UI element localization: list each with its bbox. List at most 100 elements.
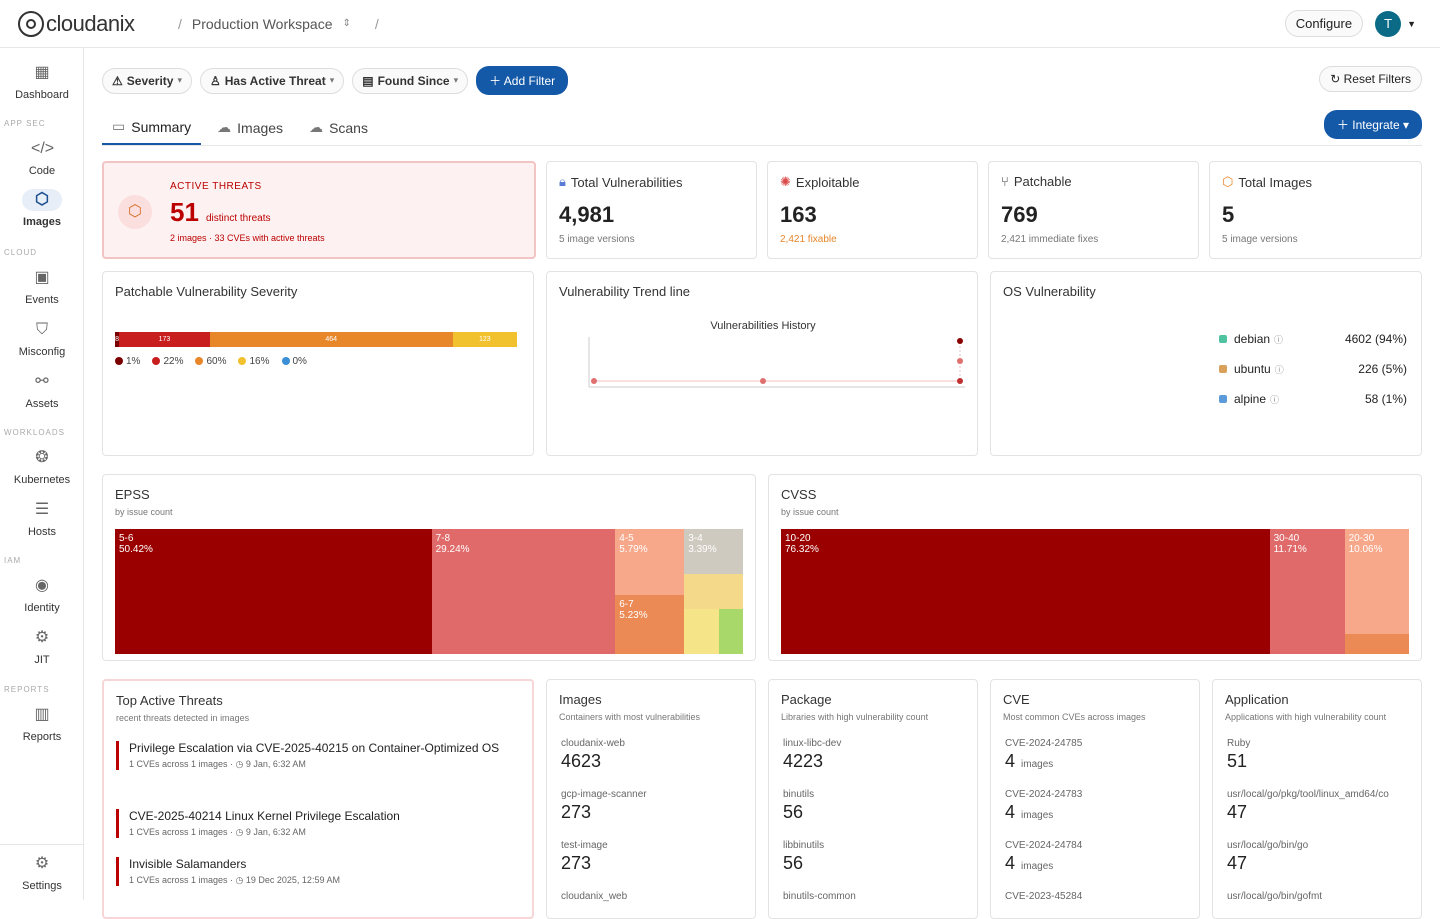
section-reports: REPORTS <box>4 685 50 694</box>
shield-icon: ⛉ <box>35 321 48 338</box>
list-item[interactable]: CVE-2023-45284 <box>1005 891 1195 904</box>
info-icon[interactable]: ⓘ <box>1270 394 1280 405</box>
workspace-selector[interactable]: Production Workspace <box>191 15 333 32</box>
list-item[interactable]: usr/local/go/bin/go 47 <box>1227 840 1417 874</box>
tab-images[interactable]: ☁ Images <box>217 119 284 136</box>
sidebar-item-hosts[interactable]: ☰ Hosts <box>27 501 57 538</box>
chevron-updown-icon[interactable]: ⇕ <box>342 18 351 29</box>
trend-point <box>957 358 963 364</box>
sidebar-item-reports[interactable]: ▥ Reports <box>22 706 62 743</box>
list-item[interactable]: cloudanix_web <box>561 891 751 904</box>
treemap-cell[interactable]: 6-7 5.23% <box>615 594 685 654</box>
gear-icon: ⚙ <box>34 855 50 872</box>
treemap-cell[interactable] <box>684 609 720 654</box>
legend-item: 16% <box>238 356 270 367</box>
severity-bar: 8 173 464 123 <box>115 332 517 347</box>
info-icon[interactable]: ⓘ <box>1274 364 1284 375</box>
active-threats-value: 51 <box>170 197 199 227</box>
list-item[interactable]: CVE-2024-24785 4 images <box>1005 738 1195 772</box>
os-name: ubuntu <box>1234 362 1271 376</box>
sidebar-item-kubernetes[interactable]: ❂ Kubernetes <box>13 449 71 486</box>
sidebar-item-images[interactable]: ⬡ Images <box>22 189 62 228</box>
legend-item: 1% <box>115 356 140 367</box>
active-threats-sub: 2 images · 33 CVEs with active threats <box>170 233 325 243</box>
total-images-card[interactable]: ⬡ Total Images 5 5 image versions <box>1209 161 1422 259</box>
severity-segment[interactable]: 173 <box>119 332 210 347</box>
os-row[interactable]: alpine ⓘ 58 (1%) <box>1219 384 1407 414</box>
card-title: CVSS <box>781 487 817 502</box>
list-item-label: libbinutils <box>783 840 825 851</box>
treemap-cell[interactable] <box>684 574 743 609</box>
threat-item[interactable]: Privilege Escalation via CVE-2025-40215 … <box>116 741 506 770</box>
treemap-cell[interactable]: 7-8 29.24% <box>431 529 616 654</box>
sidebar-item-identity[interactable]: ◉ Identity <box>24 577 60 614</box>
list-item[interactable]: test-image 273 <box>561 840 751 874</box>
severity-segment[interactable]: 8 <box>115 332 120 347</box>
list-item[interactable]: binutils-common <box>783 891 973 904</box>
logo[interactable]: cloudanix <box>18 10 168 37</box>
active-threat-filter[interactable]: ♙ Has Active Threat ▾ <box>200 67 345 94</box>
active-threats-card[interactable]: ⬡ ACTIVE THREATS 51 distinct threats 2 i… <box>102 161 536 259</box>
list-item[interactable]: gcp-image-scanner 273 <box>561 789 751 823</box>
tab-scans[interactable]: ☁ Scans <box>309 119 368 136</box>
list-item[interactable]: CVE-2024-24783 4 images <box>1005 789 1195 823</box>
sidebar-item-jit[interactable]: ⚙ JIT <box>0 627 84 666</box>
threat-item[interactable]: Invisible Salamanders 1 CVEs across 1 ima… <box>116 857 506 886</box>
list-item[interactable]: CVE-2024-24784 4 images <box>1005 840 1195 874</box>
treemap-cell[interactable]: 30-40 11.71% <box>1269 529 1345 654</box>
sidebar-item-misconfig[interactable]: ⛉ Misconfig <box>18 321 66 358</box>
active-threats-unit: distinct threats <box>206 213 271 224</box>
list-item-value: 47 <box>1227 802 1248 822</box>
add-filter-button[interactable]: ＋ Add Filter <box>476 66 569 95</box>
treemap-cell[interactable]: 5-6 50.42% <box>115 529 432 654</box>
info-icon[interactable]: ⓘ <box>1274 334 1284 345</box>
configure-button[interactable]: Configure <box>1284 10 1364 37</box>
list-item[interactable]: binutils 56 <box>783 789 973 823</box>
os-row[interactable]: debian ⓘ 4602 (94%) <box>1219 324 1407 354</box>
sidebar-item-settings[interactable]: ⚙ Settings <box>22 855 62 892</box>
os-row[interactable]: ubuntu ⓘ 226 (5%) <box>1219 354 1407 384</box>
treemap-cell[interactable]: 10-20 76.32% <box>781 529 1270 654</box>
card-subtitle: Containers with most vulnerabilities <box>559 712 701 722</box>
treemap-cell[interactable]: 3-4 3.39% <box>684 529 743 574</box>
treemap-cell[interactable] <box>719 609 743 654</box>
treemap-cell[interactable] <box>1344 634 1409 654</box>
integrate-button[interactable]: ＋ Integrate ▾ <box>1323 110 1422 139</box>
chevron-down-icon[interactable]: ▼ <box>1407 18 1416 29</box>
patchable-card[interactable]: ⑂ Patchable 769 2,421 immediate fixes <box>988 161 1199 259</box>
section-iam: IAM <box>4 556 22 565</box>
list-item-value: 51 <box>1227 751 1248 771</box>
treemap-cell[interactable]: 20-30 10.06% <box>1344 529 1409 634</box>
severity-filter[interactable]: ⚠ Severity ▾ <box>102 67 192 94</box>
list-item[interactable]: cloudanix-web 4623 <box>561 738 751 772</box>
list-item[interactable]: libbinutils 56 <box>783 840 973 874</box>
trend-point <box>957 338 963 344</box>
severity-segment[interactable]: 123 <box>452 332 517 347</box>
found-since-filter[interactable]: ▤ Found Since ▾ <box>352 67 469 94</box>
sidebar-item-code[interactable]: </> Code <box>28 140 56 177</box>
exploitable-card[interactable]: ✺ Exploitable 163 2,421 fixable <box>767 161 978 259</box>
card-title: EPSS <box>115 487 150 502</box>
card-title: CVE <box>1003 692 1030 707</box>
warning-icon: ⚠ <box>112 73 123 88</box>
severity-segment[interactable]: 464 <box>209 332 453 347</box>
treemap-cell[interactable]: 4-5 5.79% <box>615 529 685 595</box>
reset-filters-button[interactable]: ↻ Reset Filters <box>1319 66 1422 92</box>
list-item-label: usr/local/go/bin/gofmt <box>1227 891 1323 902</box>
bug-icon: ✺ <box>780 174 791 189</box>
sidebar-item-assets[interactable]: ⚯ Assets <box>25 373 59 410</box>
avatar[interactable]: T <box>1375 10 1402 37</box>
list-item[interactable]: usr/local/go/pkg/tool/linux_amd64/co 47 <box>1227 789 1417 823</box>
list-item[interactable]: Ruby 51 <box>1227 738 1417 772</box>
total-vulns-card[interactable]: 🔒︎ Total Vulnerabilities 4,981 5 image ve… <box>546 161 757 259</box>
sidebar-item-events[interactable]: ▣ Events <box>25 269 59 306</box>
tab-summary[interactable]: ▭ Summary <box>102 110 202 145</box>
threat-item[interactable]: CVE-2025-40214 Linux Kernel Privilege Es… <box>116 809 506 838</box>
os-value: 226 (5%) <box>1358 362 1407 376</box>
list-item[interactable]: usr/local/go/bin/gofmt <box>1227 891 1417 904</box>
exploitable-sub: 2,421 fixable <box>780 234 837 245</box>
list-item[interactable]: linux-libc-dev 4223 <box>783 738 973 772</box>
calendar-icon: ▤ <box>362 73 374 88</box>
section-appsec: APP SEC <box>4 119 46 128</box>
sidebar-item-dashboard[interactable]: ▦ Dashboard <box>15 64 69 101</box>
